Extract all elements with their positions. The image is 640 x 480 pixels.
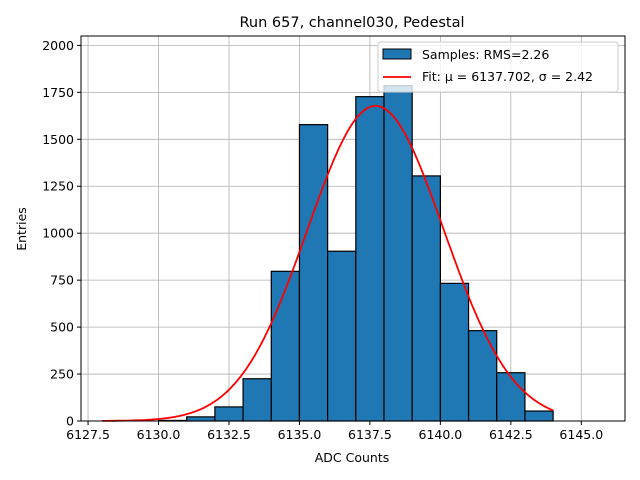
x-tick-label: 6130.0 (137, 427, 181, 442)
x-tick-label: 6135.0 (278, 427, 322, 442)
y-axis-label: Entries (14, 207, 29, 251)
legend-label-samples: Samples: RMS=2.26 (422, 47, 549, 62)
x-tick-label: 6127.5 (66, 427, 110, 442)
histogram-bar (214, 406, 244, 422)
y-tick-label: 750 (50, 273, 74, 288)
histogram-bar (327, 250, 357, 422)
histogram-bar (355, 96, 385, 422)
x-tick-label: 6145.0 (559, 427, 603, 442)
y-tick-label: 250 (50, 367, 74, 382)
chart-title: Run 657, channel030, Pedestal (239, 15, 464, 31)
histogram-bar (496, 372, 526, 422)
histogram-bar (411, 175, 441, 422)
histogram-bar (383, 84, 413, 422)
histogram-bar (270, 270, 301, 422)
histogram-bar (439, 282, 470, 422)
x-tick-label: 6137.5 (348, 427, 392, 442)
fit-curve (102, 104, 554, 422)
legend: Samples: RMS=2.26 Fit: μ = 6137.702, σ =… (377, 41, 619, 93)
y-tick-label: 500 (50, 320, 74, 335)
y-tick-label: 1000 (42, 226, 74, 241)
histogram-bar (186, 416, 216, 422)
y-tick-label: 1500 (42, 132, 74, 147)
legend-swatch-samples (382, 48, 412, 60)
y-tick-label: 1750 (42, 85, 74, 100)
x-tick-label: 6142.5 (489, 427, 533, 442)
histogram-bar (467, 330, 498, 422)
legend-label-fit: Fit: μ = 6137.702, σ = 2.42 (422, 69, 593, 84)
x-tick-label: 6132.5 (207, 427, 251, 442)
x-axis-label: ADC Counts (315, 450, 390, 465)
legend-box (377, 41, 619, 93)
y-tick-label: 2000 (42, 38, 74, 53)
y-tick-label: 0 (66, 414, 74, 429)
x-tick-label: 6140.0 (419, 427, 463, 442)
y-tick-label: 1250 (42, 179, 74, 194)
histogram-bar (242, 378, 272, 422)
histogram-bar (524, 410, 554, 422)
histogram-bar (298, 124, 329, 422)
plot-frame (80, 35, 626, 422)
